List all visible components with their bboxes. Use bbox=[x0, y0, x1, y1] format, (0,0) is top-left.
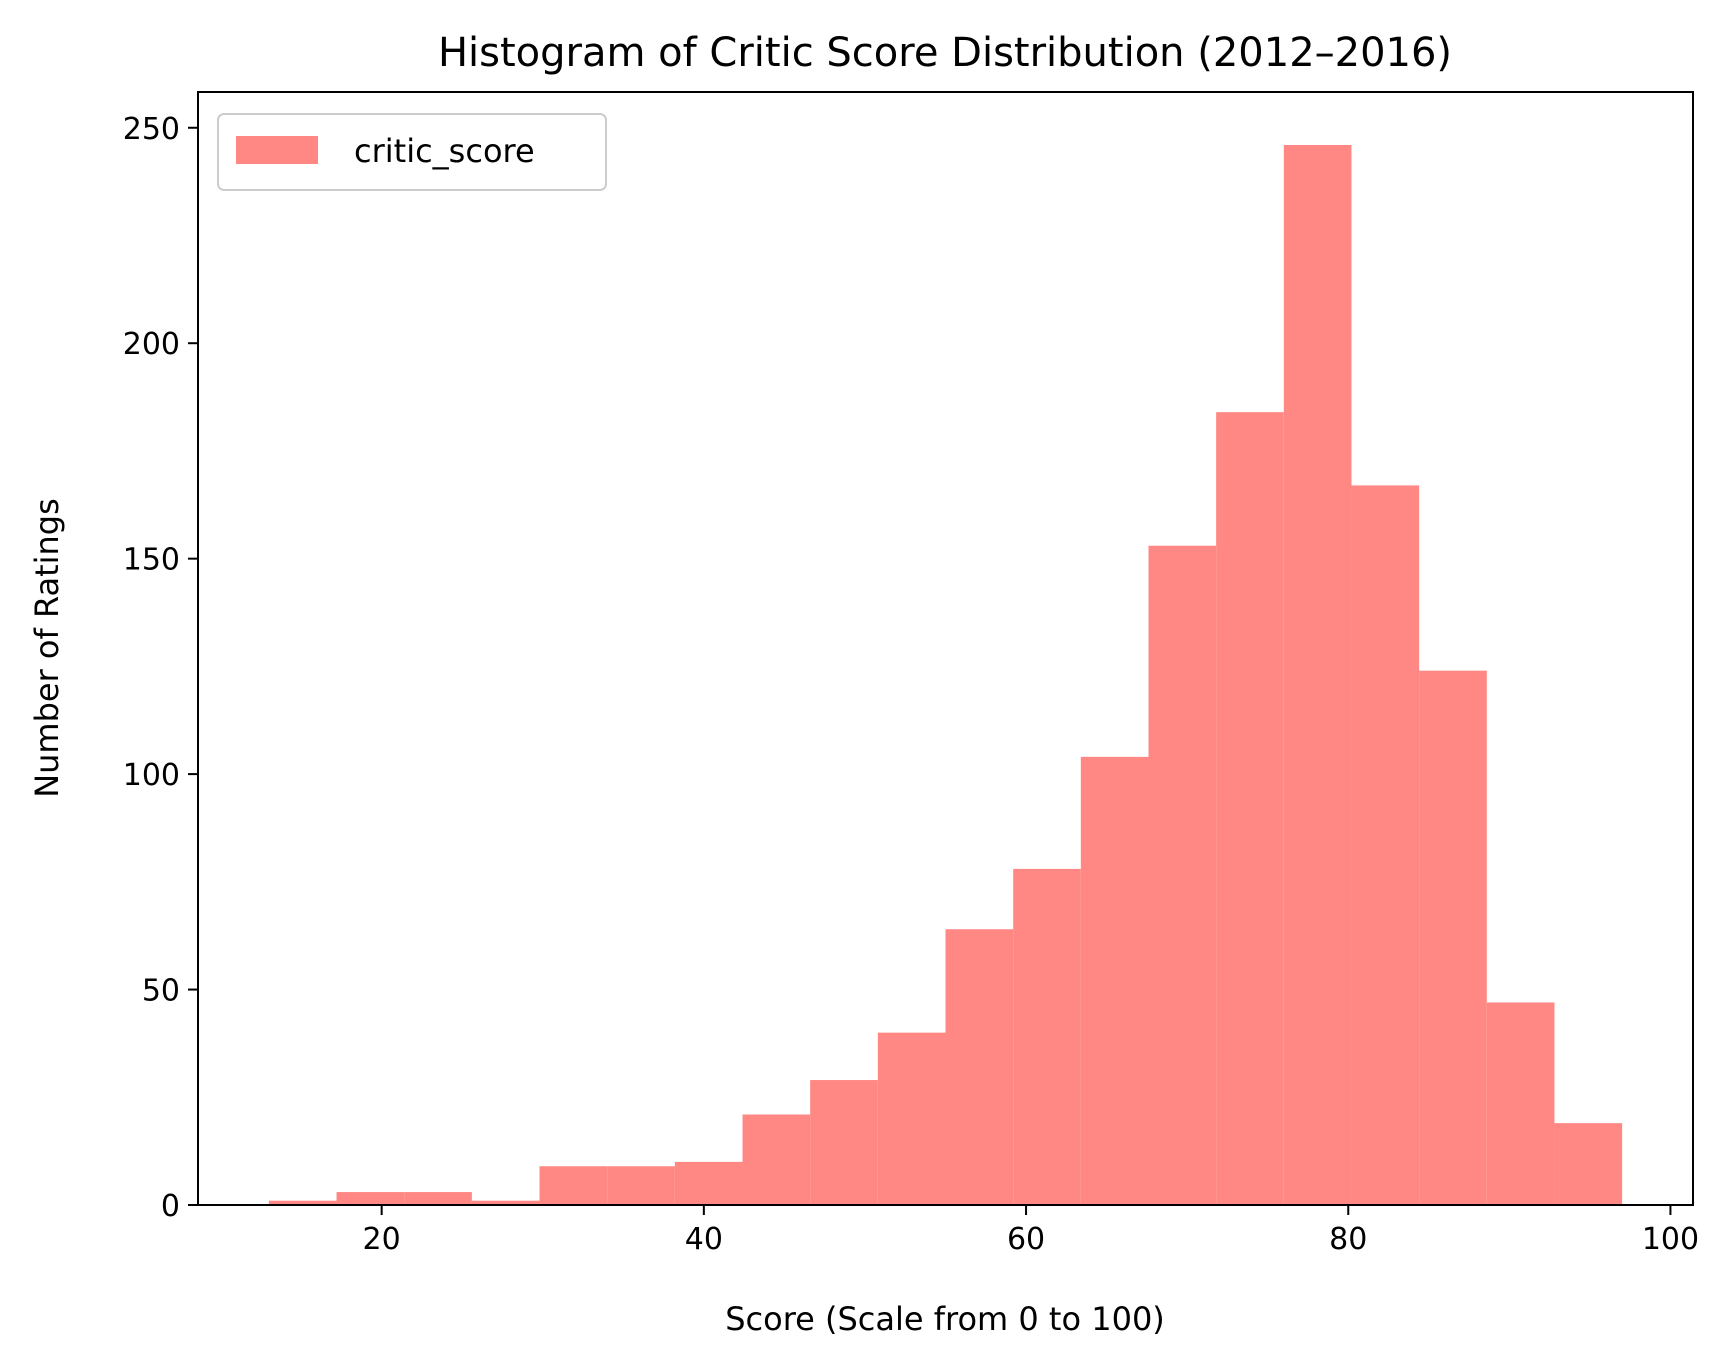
histogram-bar bbox=[810, 1080, 878, 1205]
y-tick-label: 200 bbox=[123, 327, 180, 362]
x-tick-label: 100 bbox=[1642, 1222, 1699, 1257]
histogram-bar bbox=[945, 929, 1014, 1205]
histogram-bar bbox=[1419, 670, 1487, 1205]
histogram-bar bbox=[1486, 1002, 1555, 1205]
histogram-bar bbox=[607, 1166, 675, 1205]
y-axis-ticks: 0 50 100 150 200 250 bbox=[123, 112, 198, 1224]
y-axis-label: Number of Ratings bbox=[28, 498, 66, 798]
histogram-bar bbox=[1080, 756, 1149, 1205]
histogram-bar bbox=[674, 1161, 743, 1205]
plot-frame bbox=[197, 91, 1694, 1206]
y-tick-label: 250 bbox=[123, 112, 180, 147]
histogram-bars bbox=[268, 145, 1623, 1205]
legend-label: critic_score bbox=[354, 132, 535, 170]
histogram-bar bbox=[1283, 145, 1352, 1205]
y-tick-label: 0 bbox=[161, 1189, 180, 1224]
x-tick-label: 40 bbox=[685, 1222, 723, 1257]
x-tick-label: 80 bbox=[1329, 1222, 1367, 1257]
legend: critic_score bbox=[217, 113, 607, 191]
histogram-bar bbox=[471, 1200, 540, 1205]
histogram-bar bbox=[1216, 412, 1284, 1205]
y-tick-label: 150 bbox=[123, 543, 180, 578]
legend-box bbox=[217, 113, 607, 191]
x-tick-label: 60 bbox=[1007, 1222, 1045, 1257]
histogram-bar bbox=[539, 1166, 608, 1205]
histogram-bar bbox=[336, 1192, 405, 1205]
x-tick-label: 20 bbox=[363, 1222, 401, 1257]
histogram-bar bbox=[1554, 1123, 1623, 1205]
x-axis-ticks: 20 40 60 80 100 bbox=[363, 1205, 1699, 1257]
legend-swatch bbox=[236, 136, 318, 164]
histogram-bar bbox=[1148, 545, 1217, 1205]
chart-title: Histogram of Critic Score Distribution (… bbox=[438, 30, 1452, 76]
histogram-bar bbox=[404, 1192, 472, 1205]
x-axis-label: Score (Scale from 0 to 100) bbox=[725, 1300, 1165, 1338]
histogram-bar bbox=[1351, 485, 1420, 1205]
histogram-bar bbox=[742, 1114, 811, 1205]
y-tick-label: 100 bbox=[123, 758, 180, 793]
y-tick-label: 50 bbox=[142, 974, 180, 1009]
histogram-bar bbox=[877, 1032, 946, 1205]
histogram-bar bbox=[268, 1200, 337, 1205]
histogram-bar bbox=[1013, 868, 1081, 1205]
